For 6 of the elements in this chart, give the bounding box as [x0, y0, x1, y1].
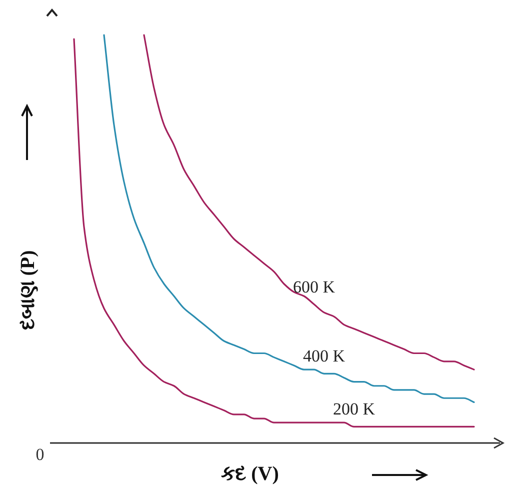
series-label: 200 K — [332, 400, 376, 419]
text: 0 — [36, 445, 44, 464]
series-label: 600 K — [292, 277, 336, 296]
series-label: 400 K — [302, 346, 346, 366]
y-axis-title: દબાણ (P) — [17, 250, 39, 330]
x-axis-title: કદ (V) — [221, 463, 279, 485]
